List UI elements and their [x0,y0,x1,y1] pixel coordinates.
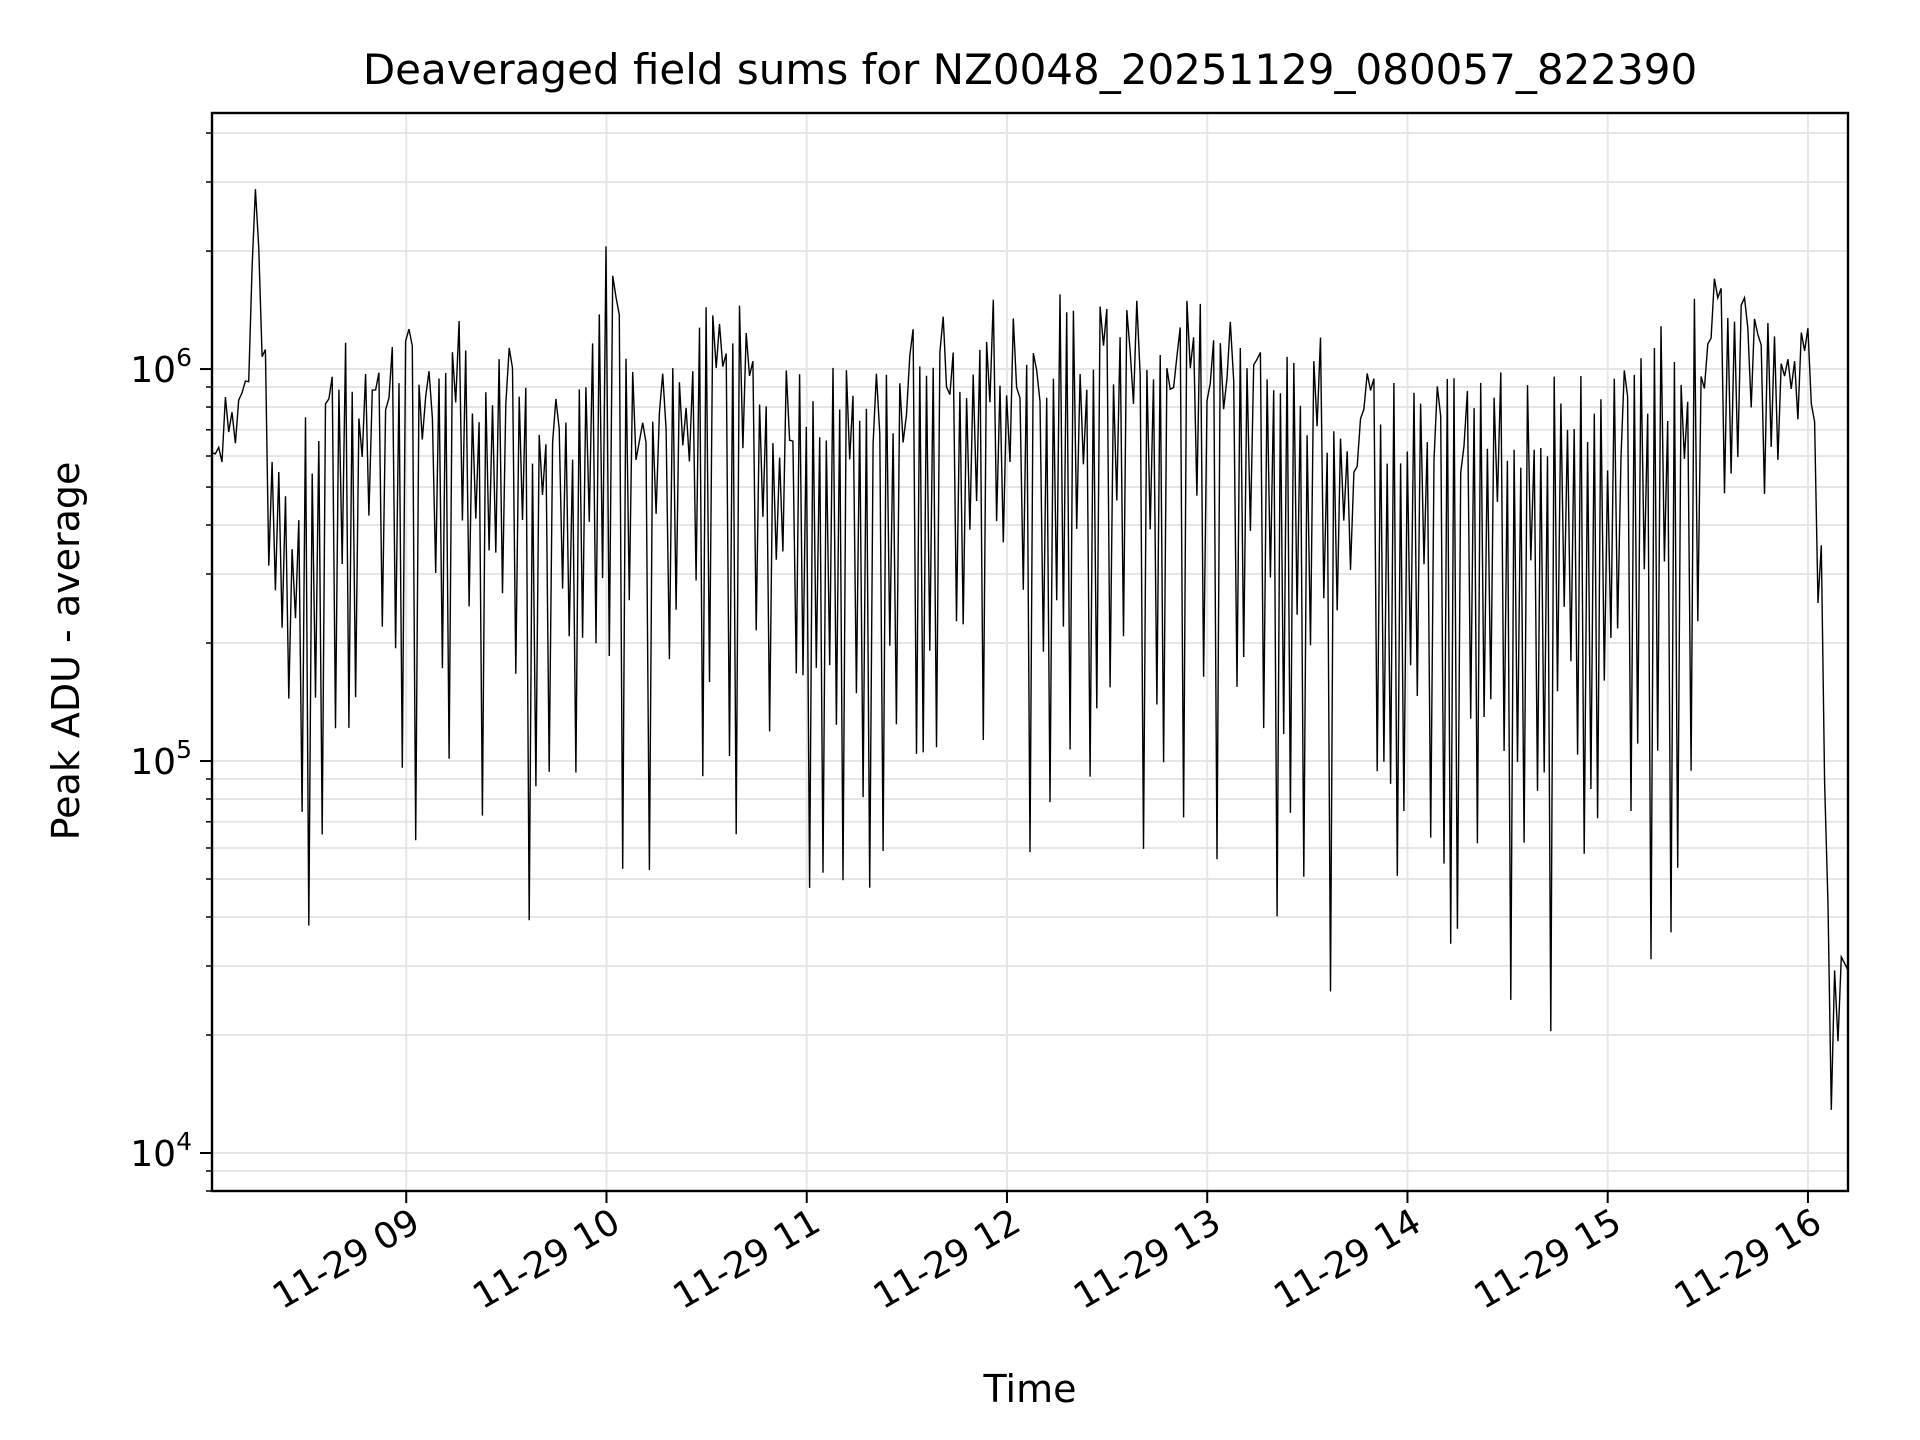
y-tick-exponent: 4 [176,1127,192,1156]
y-axis-label: Peak ADU - average [44,462,88,841]
y-tick-label: 106 [130,343,192,391]
x-axis-label: Time [983,1367,1077,1411]
y-tick-exponent: 5 [176,735,192,764]
y-tick-label: 105 [130,735,192,783]
series-path [211,189,1849,1110]
y-tick-label: 104 [130,1127,192,1175]
chart-title: Deaveraged field sums for NZ0048_2025112… [363,45,1697,94]
y-tick-base: 10 [130,1134,176,1175]
plot-frame [210,111,1850,1193]
y-tick-base: 10 [130,742,176,783]
y-tick-base: 10 [130,350,176,391]
y-tick-exponent: 6 [176,343,192,372]
series-line [211,189,1849,1110]
